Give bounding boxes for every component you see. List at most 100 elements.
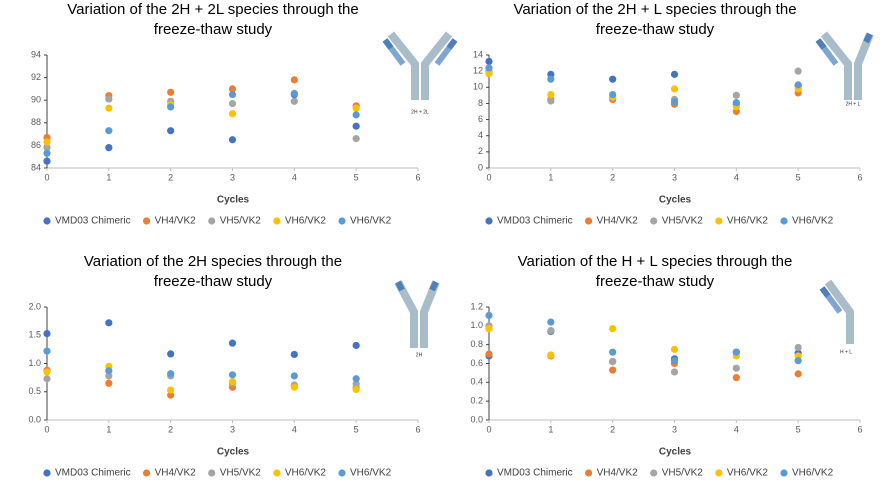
point — [105, 127, 113, 135]
y-tick-label: 1.0 — [470, 320, 483, 330]
legend-label: VH5/VK2 — [662, 216, 704, 227]
legend-marker — [485, 217, 493, 225]
point — [352, 385, 360, 394]
x-tick-label: 2 — [610, 424, 615, 434]
y-tick-label: 10 — [473, 82, 483, 92]
point — [732, 374, 740, 382]
x-tick-label: 2 — [168, 172, 173, 182]
legend-marker — [584, 217, 593, 225]
legend-label: VH4/VK2 — [155, 468, 197, 479]
y-tick-label: 0.2 — [470, 396, 483, 406]
legend-label: VH6/VK2 — [792, 468, 834, 479]
legend-label: VH6/VK2 — [350, 468, 392, 479]
point — [794, 370, 802, 378]
point — [43, 375, 51, 383]
legend-label: VH4/VK2 — [155, 216, 197, 227]
legend-label: VH6/VK2 — [727, 468, 769, 479]
point — [352, 341, 360, 350]
point — [609, 358, 617, 366]
x-tick-label: 6 — [857, 424, 862, 434]
y-tick-label: 1.0 — [28, 358, 41, 368]
icon-label: 2H — [416, 352, 423, 358]
point — [167, 127, 175, 135]
point — [43, 157, 51, 165]
x-tick-label: 6 — [415, 172, 420, 182]
legend-label: VH6/VK2 — [350, 216, 392, 227]
point — [352, 104, 360, 112]
legend-marker — [715, 469, 723, 477]
point — [167, 103, 175, 111]
x-tick-label: 3 — [230, 424, 235, 434]
legend-marker — [273, 469, 281, 477]
x-tick-label: 4 — [292, 424, 297, 434]
x-tick-label: 6 — [857, 172, 862, 182]
point — [670, 85, 679, 93]
point — [43, 144, 51, 152]
chart-title: Variation of the H + L species through t… — [518, 253, 793, 270]
x-tick-label: 0 — [486, 172, 491, 182]
point — [609, 325, 617, 333]
point — [167, 386, 175, 394]
x-tick-label: 1 — [106, 172, 111, 182]
legend-marker — [780, 217, 788, 225]
point — [547, 90, 555, 99]
x-tick-label: 3 — [672, 172, 677, 182]
x-axis-label: Cycles — [659, 447, 692, 458]
chart-title: freeze-thaw study — [596, 273, 715, 290]
x-tick-label: 5 — [796, 172, 801, 182]
y-tick-label: 0.8 — [470, 339, 483, 349]
y-tick-label: 1.2 — [470, 301, 483, 311]
chart-title: freeze-thaw study — [596, 21, 715, 38]
x-tick-label: 4 — [292, 172, 297, 182]
y-tick-label: 94 — [31, 49, 41, 59]
point — [290, 97, 298, 105]
chart-title: Variation of the 2H + L species through … — [513, 1, 796, 18]
point — [670, 98, 679, 106]
y-tick-label: 0.0 — [470, 414, 483, 424]
point — [794, 81, 802, 89]
point — [670, 345, 679, 353]
point — [105, 144, 113, 152]
legend-marker — [43, 217, 51, 225]
antibody-icon — [394, 280, 440, 348]
y-tick-label: 90 — [31, 95, 41, 105]
point — [43, 138, 51, 146]
point — [352, 375, 360, 383]
point — [485, 311, 493, 320]
legend-marker — [584, 469, 593, 477]
point — [105, 367, 113, 375]
antibody-icon — [819, 279, 854, 344]
x-tick-label: 4 — [734, 172, 739, 182]
point — [167, 350, 175, 358]
x-tick-label: 3 — [230, 172, 235, 182]
x-tick-label: 4 — [734, 424, 739, 434]
legend-marker — [485, 469, 493, 477]
y-tick-label: 0.4 — [470, 377, 483, 387]
point — [485, 64, 493, 72]
point — [547, 97, 555, 105]
point — [609, 75, 617, 83]
y-tick-label: 6 — [478, 114, 483, 124]
y-tick-label: 92 — [31, 72, 41, 82]
x-tick-label: 0 — [44, 424, 49, 434]
antibody-icon — [382, 31, 458, 100]
point — [547, 351, 555, 359]
y-tick-label: 2.0 — [28, 301, 41, 311]
point — [228, 136, 237, 144]
chart-title: freeze-thaw study — [154, 21, 273, 38]
point — [547, 318, 555, 326]
legend-marker — [273, 217, 281, 225]
point — [105, 95, 113, 103]
point — [732, 91, 740, 99]
y-tick-label: 0 — [478, 162, 483, 172]
point — [290, 350, 298, 359]
icon-label: 2H + 2L — [411, 109, 429, 115]
point — [105, 319, 113, 327]
point — [670, 357, 679, 365]
point — [105, 379, 113, 387]
point — [290, 372, 298, 380]
legend-label: VMD03 Chimeric — [55, 216, 131, 227]
y-tick-label: 12 — [473, 66, 483, 76]
point — [485, 69, 493, 78]
point — [794, 67, 802, 75]
